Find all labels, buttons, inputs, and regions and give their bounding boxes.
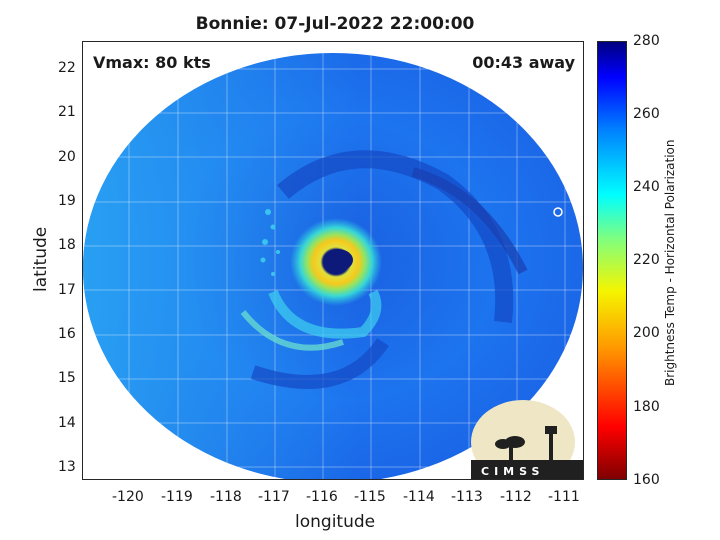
map-title: Bonnie: 07-Jul-2022 22:00:00 — [195, 14, 475, 34]
y-tick-14: 14 — [58, 415, 76, 431]
x-tick-120: -120 — [112, 489, 144, 505]
x-tick-117: -117 — [258, 489, 290, 505]
time-offset-label: 00:43 away — [472, 53, 575, 72]
outer-band — [240, 289, 382, 351]
y-tick-20: 20 — [58, 149, 76, 165]
rain-bands — [250, 150, 528, 389]
colorbar-tick-280: 280 — [633, 33, 660, 49]
eye — [323, 249, 353, 271]
y-axis-label: latitude — [31, 226, 51, 292]
x-tick-118: -118 — [210, 489, 242, 505]
colorbar-tick-160: 160 — [633, 472, 660, 488]
convective-cells — [260, 209, 280, 276]
colorbar-tick-200: 200 — [633, 325, 660, 341]
y-tick-22: 22 — [58, 60, 76, 76]
x-tick-111: -111 — [548, 489, 580, 505]
vmax-label: Vmax: 80 kts — [93, 53, 211, 72]
x-axis-label: longitude — [295, 512, 376, 532]
x-tick-112: -112 — [500, 489, 532, 505]
x-tick-114: -114 — [403, 489, 435, 505]
y-tick-15: 15 — [58, 370, 76, 386]
y-tick-17: 17 — [58, 282, 76, 298]
y-tick-19: 19 — [58, 193, 76, 209]
microwave-image — [83, 42, 583, 479]
x-tick-113: -113 — [451, 489, 483, 505]
colorbar-label: Brightness Temp - Horizontal Polarizatio… — [663, 139, 677, 386]
contour-marker — [553, 207, 563, 217]
colorbar — [597, 41, 627, 480]
colorbar-gradient — [598, 42, 626, 479]
gridlines — [83, 42, 583, 479]
cimss-logo — [471, 400, 583, 479]
cimss-logo-text: CIMSS — [481, 465, 545, 478]
x-tick-119: -119 — [161, 489, 193, 505]
y-tick-16: 16 — [58, 326, 76, 342]
y-tick-21: 21 — [58, 104, 76, 120]
colorbar-tick-220: 220 — [633, 252, 660, 268]
x-tick-115: -115 — [354, 489, 386, 505]
x-tick-116: -116 — [306, 489, 338, 505]
y-tick-18: 18 — [58, 237, 76, 253]
map-plot-area[interactable]: Vmax: 80 kts 00:43 away CIMSS — [82, 41, 584, 480]
colorbar-tick-180: 180 — [633, 399, 660, 415]
colorbar-tick-240: 240 — [633, 179, 660, 195]
y-tick-13: 13 — [58, 459, 76, 475]
colorbar-tick-260: 260 — [633, 106, 660, 122]
